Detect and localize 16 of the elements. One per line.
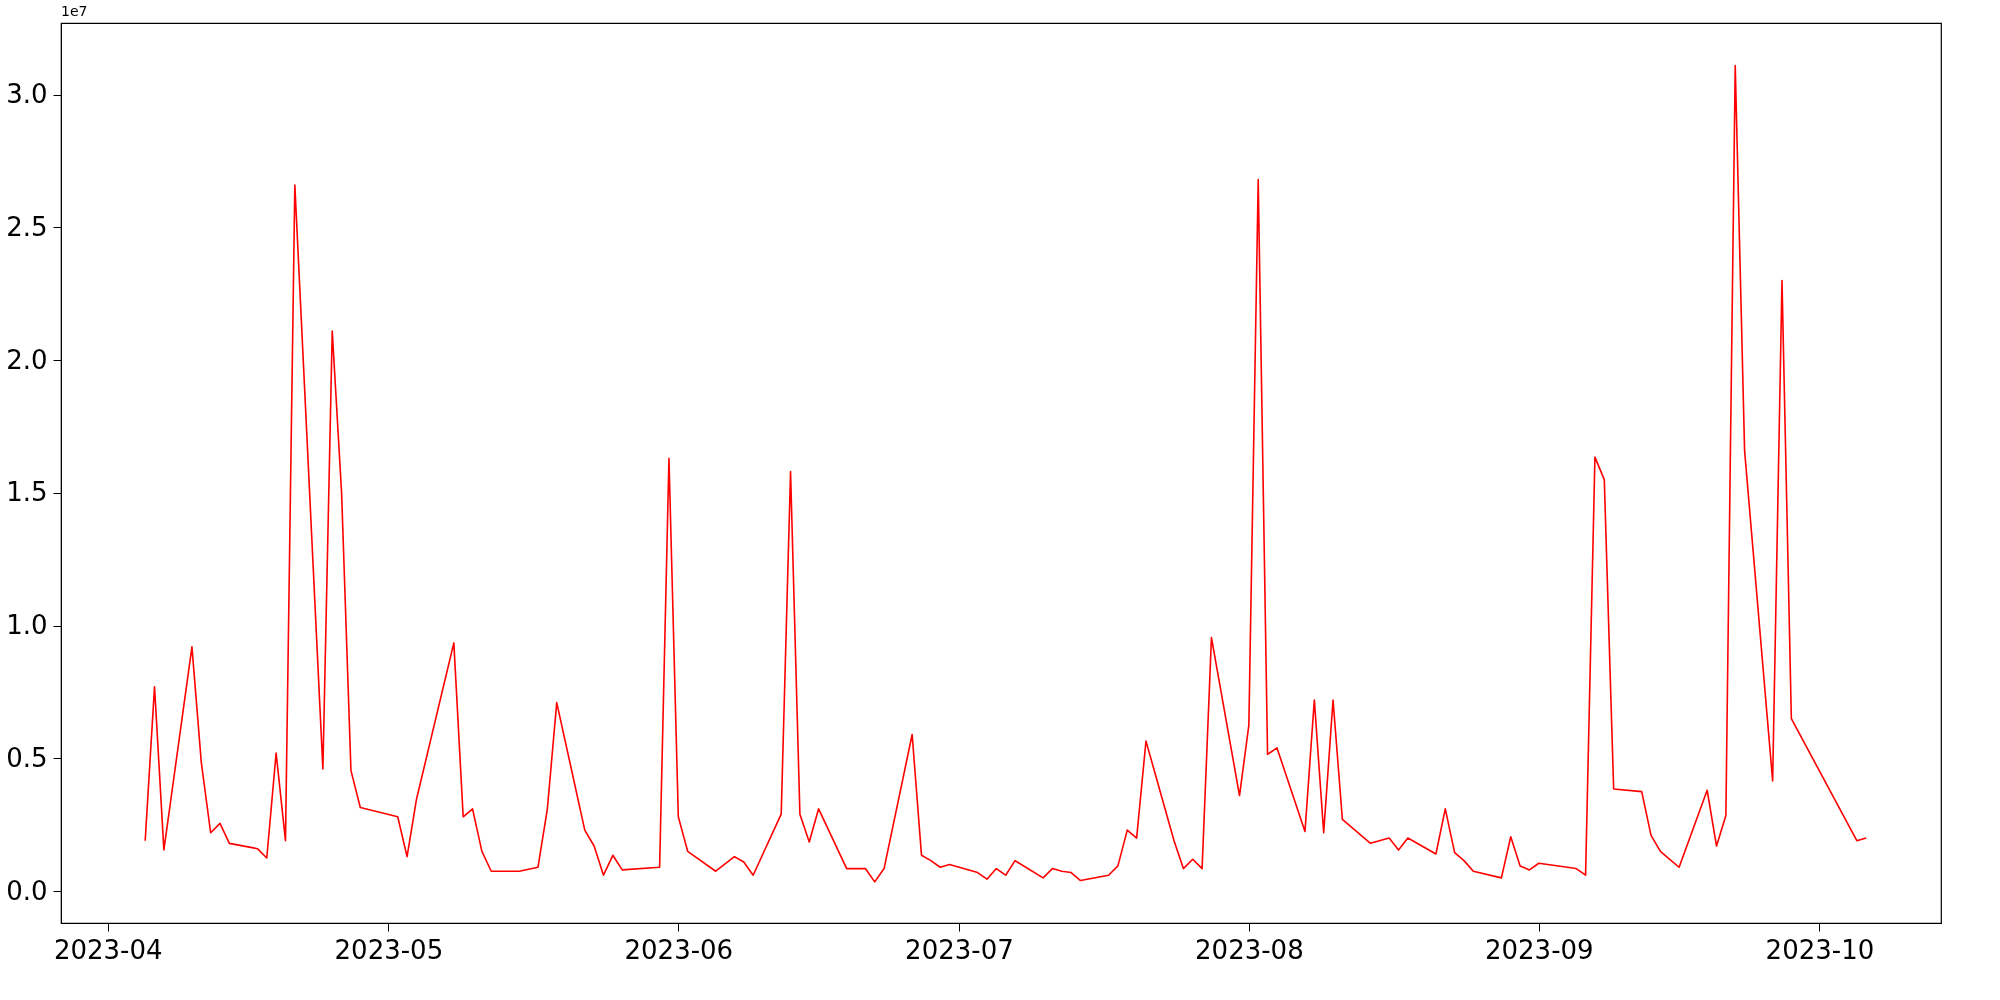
y-tick-label: 1.0 (6, 610, 48, 641)
line-series (144, 64, 1867, 883)
y-tick-label: 2.5 (6, 211, 48, 242)
x-tick-label: 2023-10 (1765, 934, 1875, 965)
y-tick-label: 2.0 (6, 344, 48, 375)
x-tick-label: 2023-08 (1195, 934, 1304, 965)
x-tick-label: 2023-09 (1484, 934, 1594, 965)
y-tick-label: 0.0 (6, 875, 48, 906)
x-tick-label: 2023-05 (334, 934, 444, 965)
x-tick-label: 2023-04 (53, 934, 163, 965)
text: 1e7 (61, 3, 88, 19)
x-tick-label: 2023-07 (905, 934, 1014, 965)
y-tick-label: 0.5 (6, 742, 48, 773)
x-tick-label: 2023-06 (624, 934, 734, 965)
y-tick-label: 3.0 (6, 79, 48, 110)
y-tick-label: 1.5 (6, 477, 48, 508)
